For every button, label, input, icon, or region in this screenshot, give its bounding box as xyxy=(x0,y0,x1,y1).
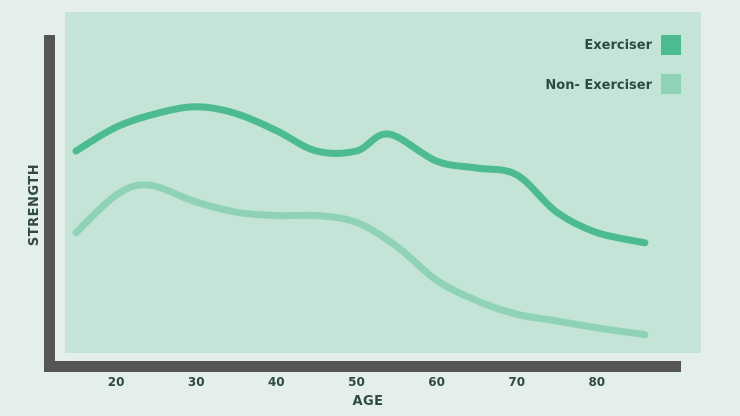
x-tick-label: 50 xyxy=(348,375,365,389)
legend-label-exerciser: Exerciser xyxy=(584,38,652,53)
series-line-non-exerciser xyxy=(72,181,649,339)
y-axis-line xyxy=(44,35,55,372)
x-axis-line xyxy=(44,361,681,372)
legend-swatch-exerciser xyxy=(661,35,681,55)
plot-area xyxy=(65,12,701,353)
legend: Exerciser Non- Exerciser xyxy=(545,35,681,94)
x-tick-label: 70 xyxy=(508,375,525,389)
x-tick-label: 80 xyxy=(588,375,605,389)
x-tick-label: 60 xyxy=(428,375,445,389)
legend-label-non-exerciser: Non- Exerciser xyxy=(545,78,652,93)
x-tick-label: 30 xyxy=(188,375,205,389)
x-tick-label: 20 xyxy=(108,375,125,389)
x-tick-labels: 20 30 40 50 60 70 80 xyxy=(108,375,605,389)
y-axis-title: STRENGTH xyxy=(27,164,42,246)
x-tick-label: 40 xyxy=(268,375,285,389)
legend-swatch-non-exerciser xyxy=(661,74,681,94)
series-layer xyxy=(72,103,649,339)
series-line-exerciser xyxy=(72,103,649,247)
x-axis-title: AGE xyxy=(352,394,383,409)
